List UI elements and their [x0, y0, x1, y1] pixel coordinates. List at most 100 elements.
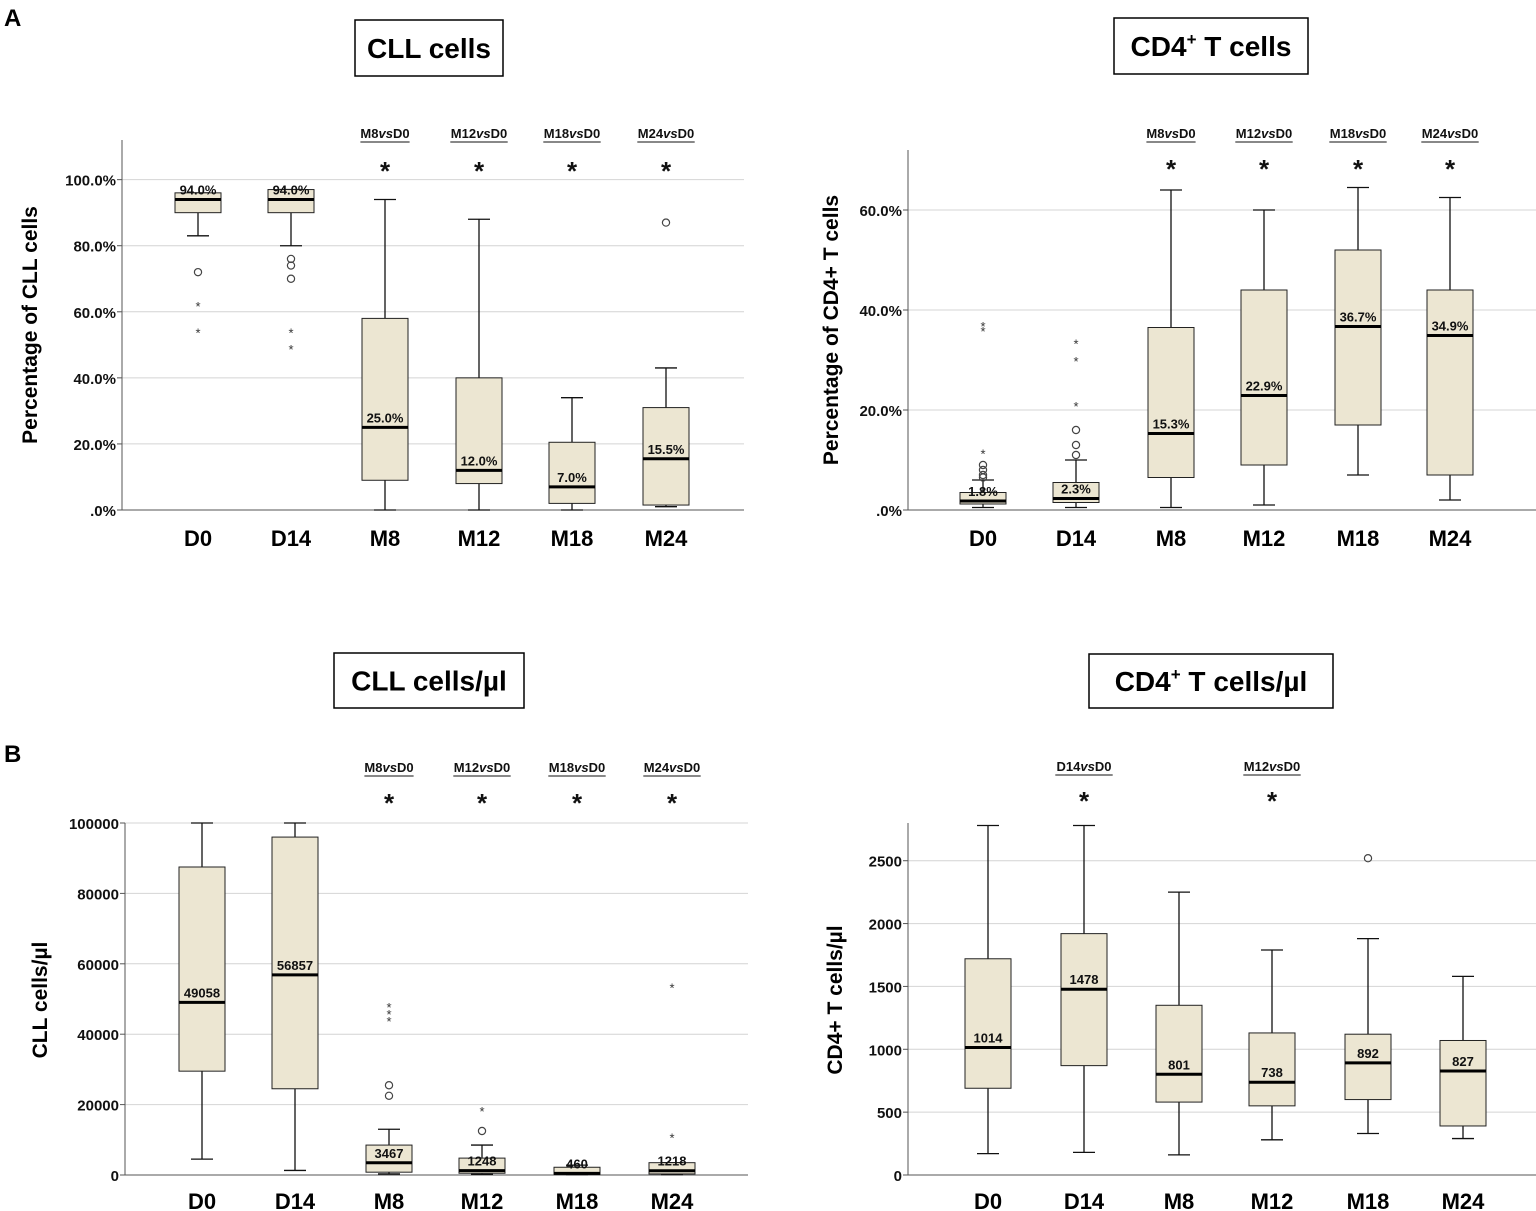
- comparison-label: M8vsD0: [360, 126, 409, 141]
- box-iqr-d0: [964, 958, 1012, 1089]
- y-tick-label: 80.0%: [73, 239, 116, 256]
- x-tick-label: M12: [461, 1189, 504, 1211]
- x-tick-label: M24: [645, 526, 689, 551]
- outlier-circle: [661, 218, 671, 227]
- y-tick-label: 40.0%: [859, 303, 902, 320]
- significance-star: *: [661, 156, 672, 186]
- outlier-circle: [1071, 440, 1081, 450]
- median-label: 738: [1261, 1065, 1283, 1080]
- x-tick-label: D14: [271, 526, 312, 551]
- y-tick-label: .0%: [876, 503, 902, 520]
- median-label: 12.0%: [461, 453, 498, 468]
- y-tick-label: 40000: [77, 1027, 119, 1044]
- x-tick-label: M12: [1243, 526, 1286, 551]
- outlier-circle: [384, 1091, 394, 1101]
- x-tick-label: M8: [1156, 526, 1187, 551]
- outlier-star: *: [669, 1130, 674, 1145]
- y-tick-label: 0: [111, 1168, 119, 1185]
- outlier-star: *: [195, 326, 200, 341]
- outlier-circle: [1071, 425, 1081, 435]
- x-tick-label: D14: [1064, 1189, 1105, 1211]
- x-tick-label: M24: [1429, 526, 1473, 551]
- median-label: 892: [1357, 1046, 1379, 1061]
- box-iqr-m8: [365, 1144, 413, 1173]
- median-label: 56857: [277, 958, 313, 973]
- median-label: 1.8%: [968, 484, 998, 499]
- median-label: 460: [566, 1156, 588, 1171]
- significance-star: *: [567, 156, 578, 186]
- x-tick-label: M8: [370, 526, 401, 551]
- comparison-label: M24vsD0: [1422, 126, 1478, 141]
- significance-star: *: [1079, 786, 1090, 816]
- x-tick-label: M12: [1251, 1189, 1294, 1211]
- median-label: 7.0%: [557, 470, 587, 485]
- outlier-circle: [193, 267, 203, 277]
- box-iqr-m12: [455, 377, 503, 485]
- panel-letter-b: B: [4, 741, 21, 768]
- box-iqr-d14: [267, 189, 315, 214]
- outlier-star: *: [288, 326, 293, 341]
- outlier-star: *: [195, 299, 200, 314]
- median-label: 2.3%: [1061, 482, 1091, 497]
- chart-title: CD4+ T cells/µl: [1115, 665, 1308, 697]
- outlier-star: *: [386, 1014, 391, 1029]
- significance-star: *: [477, 788, 488, 818]
- significance-star: *: [572, 788, 583, 818]
- y-axis-label: Percentage of CD4+ T cells: [820, 195, 843, 465]
- chart-title-box: [354, 19, 504, 77]
- comparison-label: M12vsD0: [1236, 126, 1292, 141]
- x-tick-label: M8: [374, 1189, 405, 1211]
- y-axis-label: Percentage of CLL cells: [19, 206, 42, 444]
- y-axis-label: CLL cells/µl: [29, 942, 52, 1059]
- x-tick-label: D0: [969, 526, 997, 551]
- chart-cd4-count: CD4+ T cells/µl 0 500 1000 1500 2000 2500 CD4+ …: [824, 653, 1536, 1211]
- y-tick-label: 60000: [77, 957, 119, 974]
- median-label: 1478: [1070, 972, 1099, 987]
- y-tick-label: 100.0%: [65, 173, 116, 190]
- comparison-label: M24vsD0: [638, 126, 694, 141]
- y-tick-label: 20.0%: [859, 403, 902, 420]
- y-tick-label: 500: [877, 1105, 902, 1122]
- y-tick-label: .0%: [90, 503, 116, 520]
- y-tick-label: 20.0%: [73, 437, 116, 454]
- median-label: 36.7%: [1340, 310, 1377, 325]
- box-iqr-m18: [1334, 249, 1382, 426]
- comparison-label: D14vsD0: [1057, 759, 1112, 774]
- significance-star: *: [1267, 786, 1278, 816]
- comparison-label: M12vsD0: [451, 126, 507, 141]
- median-label: 25.0%: [367, 410, 404, 425]
- box-iqr-d0: [174, 192, 222, 214]
- box-iqr-m8: [1155, 1004, 1203, 1103]
- x-tick-label: D0: [188, 1189, 216, 1211]
- chart-title: CLL cells: [367, 33, 491, 64]
- box-iqr-m8: [1147, 327, 1195, 478]
- outlier-star: *: [1073, 399, 1078, 414]
- median-label: 94.0%: [180, 182, 217, 197]
- x-tick-label: M12: [458, 526, 501, 551]
- outlier-circle: [1071, 450, 1081, 460]
- median-label: 3467: [375, 1146, 404, 1161]
- box-iqr-m8: [361, 317, 409, 481]
- y-tick-label: 0: [894, 1168, 902, 1185]
- median-label: 15.3%: [1153, 417, 1190, 432]
- outlier-circle: [978, 473, 988, 482]
- outlier-star: *: [386, 1007, 391, 1022]
- x-tick-label: M18: [1347, 1189, 1390, 1211]
- comparison-label: M18vsD0: [549, 760, 605, 775]
- x-tick-label: D0: [184, 526, 212, 551]
- significance-star: *: [474, 156, 485, 186]
- significance-star: *: [384, 788, 395, 818]
- median-label: 49058: [184, 985, 220, 1000]
- box-iqr-m24: [1426, 289, 1474, 476]
- significance-star: *: [1166, 154, 1177, 184]
- y-tick-label: 1000: [869, 1042, 902, 1059]
- chart-cll-percentage: CLL cells .0% 20.0% 40.0% 60.0% 80.0% 100.0% Pe…: [19, 19, 744, 551]
- box-iqr-m24: [642, 407, 690, 506]
- outlier-circle: [978, 460, 988, 470]
- x-tick-label: M18: [556, 1189, 599, 1211]
- comparison-label: M18vsD0: [1330, 126, 1386, 141]
- y-tick-label: 1500: [869, 979, 902, 996]
- outlier-circle: [978, 470, 988, 480]
- chart-title-box: [333, 652, 525, 709]
